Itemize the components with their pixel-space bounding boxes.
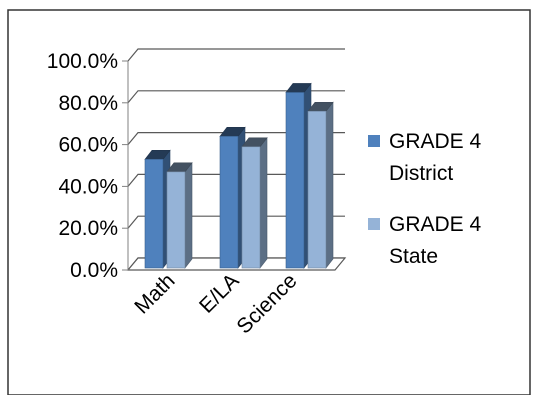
bar-side	[184, 161, 193, 269]
legend-label: District	[389, 162, 453, 185]
legend: GRADE 4 District GRADE 4 State	[368, 130, 482, 268]
bar-series	[144, 82, 334, 269]
legend-label: State	[389, 245, 438, 268]
bar	[144, 149, 171, 269]
y-tick-label: 100.0%	[47, 50, 118, 73]
bar	[285, 82, 312, 269]
y-tick-label: 20.0%	[58, 217, 118, 240]
bar-side	[259, 136, 268, 269]
legend-item: GRADE 4 District	[368, 130, 482, 185]
y-tick-label: 60.0%	[58, 134, 118, 157]
y-axis: 0.0% 20.0% 40.0% 60.0% 80.0% 100.0%	[47, 50, 129, 282]
bar	[307, 101, 334, 269]
legend-swatch	[368, 135, 380, 147]
bar-front	[219, 136, 239, 269]
legend-swatch	[368, 218, 380, 230]
bar-front	[285, 92, 305, 269]
gridline	[127, 90, 345, 104]
gridline	[127, 215, 345, 229]
y-tick-label: 80.0%	[58, 92, 118, 115]
legend-item: GRADE 4 State	[368, 213, 482, 268]
gridline	[127, 173, 345, 187]
bar-side	[325, 101, 334, 269]
chart-frame	[7, 9, 531, 395]
legend-label: GRADE 4	[389, 130, 482, 153]
y-tick-label: 0.0%	[70, 259, 118, 282]
bar-front	[307, 110, 327, 269]
legend-label: GRADE 4	[389, 213, 482, 236]
bar-front	[144, 159, 164, 269]
bar-front	[241, 146, 261, 269]
y-tick-label: 40.0%	[58, 175, 118, 198]
gridline	[127, 48, 345, 62]
bar-front	[166, 171, 186, 269]
bar	[166, 161, 193, 269]
bar	[241, 136, 268, 269]
bar	[219, 126, 246, 269]
gridline	[127, 132, 345, 145]
